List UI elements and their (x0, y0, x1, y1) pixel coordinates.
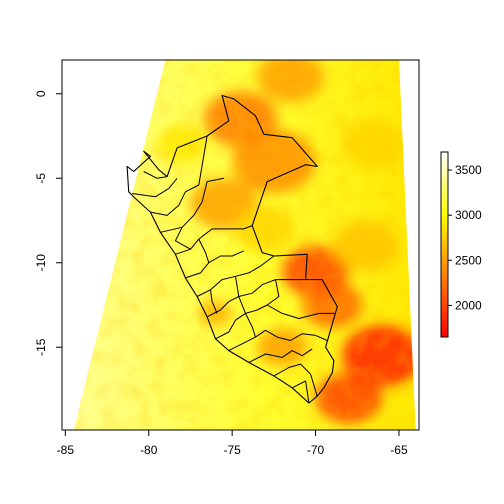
region-boundary-8 (215, 304, 336, 340)
x-tick-label: -70 (307, 443, 325, 457)
color-legend: 3500 3000 2500 2000 (440, 151, 482, 338)
country-border (126, 94, 338, 404)
region-boundary-14 (235, 276, 256, 338)
region-boundary-9 (228, 329, 328, 352)
region-boundaries (132, 135, 336, 404)
region-boundary-17 (174, 227, 191, 250)
region-boundary-7 (206, 279, 306, 318)
region-boundary-12 (291, 380, 310, 404)
region-boundary-16 (198, 238, 210, 263)
y-tick-label: 0 (34, 90, 48, 97)
x-tick-label: -85 (57, 443, 75, 457)
raster-texture (73, 60, 416, 430)
region-boundary-1 (132, 177, 178, 198)
y-tick-label: -15 (34, 338, 48, 356)
region-boundary-3 (160, 177, 224, 233)
y-axis: 0 -5 -10 -15 (34, 90, 63, 356)
region-boundary-13 (210, 289, 218, 314)
region-boundary-11 (273, 363, 318, 397)
x-tick-label: -80 (140, 443, 158, 457)
x-tick-label: -75 (223, 443, 241, 457)
country-outline (126, 94, 338, 404)
region-boundary-10 (248, 348, 313, 363)
legend-tick-label: 2000 (455, 298, 482, 312)
elevation-raster (73, 60, 416, 430)
y-tick-label: -5 (34, 173, 48, 184)
legend-tick-label: 3000 (455, 208, 482, 222)
region-boundary-0 (143, 171, 168, 179)
x-tick-label: -65 (390, 443, 408, 457)
region-boundary-5 (185, 250, 245, 279)
legend-tick-label: 3500 (455, 163, 482, 177)
legend-colorbar (440, 151, 449, 338)
region-boundary-2 (150, 135, 208, 216)
legend-tick-label: 2500 (455, 253, 482, 267)
x-axis: -85 -80 -75 -70 -65 (57, 429, 408, 457)
y-tick-label: -10 (34, 254, 48, 272)
region-boundary-15 (266, 279, 280, 306)
